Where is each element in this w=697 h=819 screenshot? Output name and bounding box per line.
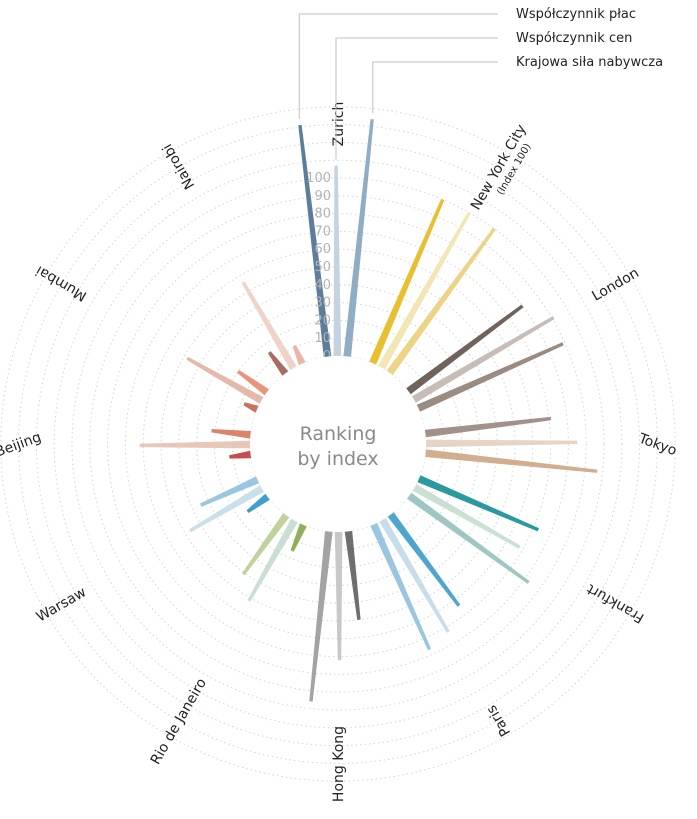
tick-label: 80 — [314, 207, 331, 222]
city-name: Zurich — [331, 102, 347, 147]
spike-tokyo-1 — [424, 416, 552, 438]
spike-hong-kong-3 — [309, 531, 333, 702]
spike-mumbai-2 — [186, 356, 264, 404]
spike-zurich-2 — [333, 165, 342, 356]
spike-frankfurt-3 — [407, 492, 530, 584]
spike-new-york-city-2 — [378, 211, 471, 370]
tick-label: 90 — [314, 189, 331, 204]
tick-label: 10 — [314, 331, 331, 346]
spike-new-york-city-1 — [369, 198, 445, 365]
spike-rio-de-janeiro-1 — [290, 523, 307, 552]
center-title-line-2: by index — [297, 448, 378, 470]
city-name: London — [589, 265, 641, 305]
city-name: Hong Kong — [331, 726, 347, 802]
spike-zurich-1 — [298, 124, 332, 358]
spike-rio-de-janeiro-3 — [242, 513, 290, 576]
spike-zurich-3 — [343, 119, 374, 357]
legend: Współczynnik płac Współczynnik cen Krajowa… — [298, 7, 663, 160]
spike-beijing-1 — [229, 450, 252, 459]
city-label-mumbai: Mumbai — [33, 262, 89, 304]
tick-label: 70 — [314, 224, 331, 239]
city-name: Frankfurt — [584, 580, 647, 626]
grid-circle — [71, 177, 605, 711]
city-label-zurich: Zurich — [331, 102, 347, 147]
tick-label: 40 — [314, 278, 331, 293]
spike-nairobi-3 — [292, 345, 306, 366]
city-name: Mumbai — [33, 262, 89, 304]
spike-paris-2 — [379, 518, 450, 633]
center-hole — [250, 356, 426, 532]
spike-paris-1 — [387, 512, 461, 607]
city-label-tokyo: Tokyo — [636, 430, 679, 459]
tick-label: 20 — [314, 313, 331, 328]
legend-leader-line — [372, 61, 498, 114]
spike-beijing-2 — [139, 440, 250, 449]
city-label-rio-de-janeiro: Rio de Janeiro — [148, 676, 210, 768]
spike-london-3 — [416, 342, 564, 412]
tick-label: 50 — [314, 260, 331, 275]
spike-hong-kong-1 — [344, 530, 361, 620]
spike-tokyo-2 — [426, 439, 578, 448]
tick-label: 100 — [306, 171, 331, 186]
city-label-london: London — [589, 265, 641, 305]
city-label-hong-kong: Hong Kong — [331, 726, 347, 802]
spike-warsaw-3 — [200, 476, 260, 507]
legend-entry: Współczynnik cen — [516, 31, 632, 46]
data-spikes — [139, 119, 598, 702]
spike-mumbai-1 — [243, 402, 259, 413]
legend-leader-line — [298, 13, 498, 120]
grid-circle — [18, 124, 658, 764]
spike-hong-kong-2 — [334, 532, 343, 661]
grid-circle — [89, 195, 587, 693]
legend-entry: Krajowa siła nabywcza — [516, 55, 663, 70]
tick-label: 60 — [314, 242, 331, 257]
city-name: Beijing — [0, 429, 43, 460]
spike-nairobi-2 — [241, 281, 297, 370]
spike-warsaw-1 — [246, 493, 270, 513]
grid-circle — [35, 141, 641, 747]
city-name: Nairobi — [160, 141, 199, 192]
tick-label: 0 — [323, 349, 331, 364]
city-name: Tokyo — [636, 430, 679, 459]
grid-circle — [0, 106, 676, 782]
spike-frankfurt-1 — [417, 475, 539, 532]
spike-frankfurt-2 — [412, 484, 521, 549]
city-name: Paris — [484, 702, 515, 739]
spike-beijing-3 — [211, 429, 251, 439]
spike-rio-de-janeiro-2 — [247, 518, 298, 602]
grid-circle — [53, 159, 623, 729]
city-label-nairobi: Nairobi — [160, 141, 199, 192]
spike-tokyo-3 — [425, 449, 598, 473]
spike-warsaw-2 — [189, 485, 264, 533]
radial-tick-labels: 0 10 20 30 40 50 60 70 80 90 100 — [306, 171, 331, 364]
city-name: Rio de Janeiro — [148, 676, 210, 768]
tick-label: 30 — [314, 296, 331, 311]
spike-london-2 — [412, 316, 555, 403]
center-title-line-1: Ranking — [300, 423, 377, 445]
legend-entry: Współczynnik płac — [516, 7, 636, 22]
spike-nairobi-1 — [267, 351, 289, 376]
spike-mumbai-3 — [237, 370, 269, 396]
legend-leader-line — [335, 37, 498, 160]
city-label-beijing: Beijing — [0, 429, 43, 460]
spike-paris-3 — [370, 522, 432, 651]
city-label-frankfurt: Frankfurt — [584, 580, 647, 626]
city-label-paris: Paris — [484, 702, 515, 739]
city-label-new-york-city: New York City(Index 100) — [468, 122, 534, 213]
spike-new-york-city-3 — [386, 227, 496, 375]
spike-london-1 — [406, 304, 524, 395]
